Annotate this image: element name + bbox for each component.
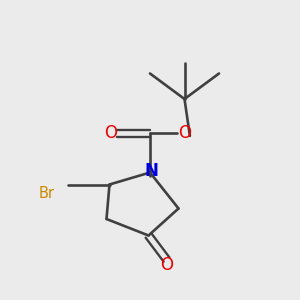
Text: O: O bbox=[178, 124, 192, 142]
Text: O: O bbox=[160, 256, 173, 274]
Text: O: O bbox=[104, 124, 118, 142]
Text: Br: Br bbox=[38, 186, 55, 201]
Text: N: N bbox=[145, 162, 158, 180]
